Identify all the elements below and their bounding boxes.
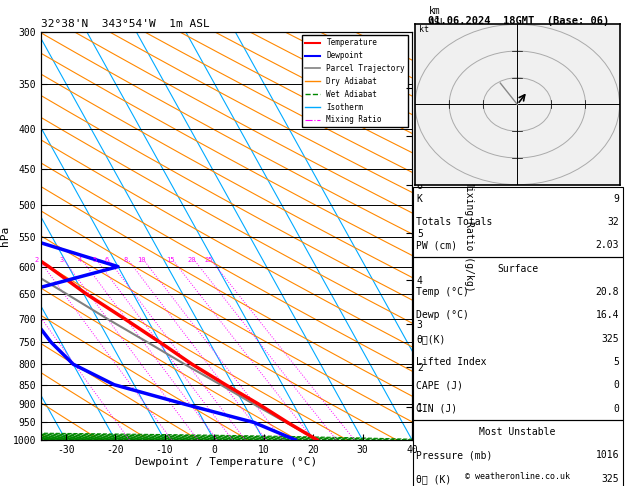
Text: 15: 15 bbox=[166, 257, 175, 263]
Text: PW (cm): PW (cm) bbox=[416, 241, 457, 250]
Text: θᴄ(K): θᴄ(K) bbox=[416, 334, 446, 344]
Text: 0: 0 bbox=[613, 404, 619, 414]
Text: Pressure (mb): Pressure (mb) bbox=[416, 451, 493, 460]
Text: 32: 32 bbox=[607, 217, 619, 227]
Text: 2.03: 2.03 bbox=[596, 241, 619, 250]
Text: K: K bbox=[416, 194, 422, 204]
Text: © weatheronline.co.uk: © weatheronline.co.uk bbox=[465, 472, 570, 481]
Text: 9: 9 bbox=[613, 194, 619, 204]
Text: Surface: Surface bbox=[497, 264, 538, 274]
Text: 0: 0 bbox=[613, 381, 619, 390]
X-axis label: Dewpoint / Temperature (°C): Dewpoint / Temperature (°C) bbox=[135, 457, 318, 468]
Text: CIN (J): CIN (J) bbox=[416, 404, 457, 414]
Text: 20: 20 bbox=[187, 257, 196, 263]
Text: km
ASL: km ASL bbox=[429, 6, 447, 28]
Text: Dewp (°C): Dewp (°C) bbox=[416, 311, 469, 320]
Text: 10: 10 bbox=[137, 257, 145, 263]
Y-axis label: Mixing Ratio (g/kg): Mixing Ratio (g/kg) bbox=[464, 180, 474, 292]
Text: 325: 325 bbox=[601, 334, 619, 344]
Text: 5: 5 bbox=[613, 357, 619, 367]
Text: 1016: 1016 bbox=[596, 451, 619, 460]
Text: LCL: LCL bbox=[414, 43, 429, 52]
Text: 3: 3 bbox=[60, 257, 64, 263]
Text: Lifted Index: Lifted Index bbox=[416, 357, 487, 367]
Text: 2: 2 bbox=[35, 257, 39, 263]
Text: Most Unstable: Most Unstable bbox=[479, 427, 556, 437]
Text: 25: 25 bbox=[204, 257, 213, 263]
Text: 6: 6 bbox=[104, 257, 108, 263]
Text: CAPE (J): CAPE (J) bbox=[416, 381, 464, 390]
Text: kt: kt bbox=[418, 25, 428, 35]
Text: 5: 5 bbox=[92, 257, 96, 263]
Legend: Temperature, Dewpoint, Parcel Trajectory, Dry Adiabat, Wet Adiabat, Isotherm, Mi: Temperature, Dewpoint, Parcel Trajectory… bbox=[302, 35, 408, 127]
Text: 32°38'N  343°54'W  1m ASL: 32°38'N 343°54'W 1m ASL bbox=[41, 19, 209, 30]
Y-axis label: hPa: hPa bbox=[0, 226, 9, 246]
Text: θᴄ (K): θᴄ (K) bbox=[416, 474, 452, 484]
Text: Totals Totals: Totals Totals bbox=[416, 217, 493, 227]
Text: 16.4: 16.4 bbox=[596, 311, 619, 320]
Text: 325: 325 bbox=[601, 474, 619, 484]
Text: 01.06.2024  18GMT  (Base: 06): 01.06.2024 18GMT (Base: 06) bbox=[428, 16, 610, 26]
Text: 8: 8 bbox=[124, 257, 128, 263]
Text: Temp (°C): Temp (°C) bbox=[416, 287, 469, 297]
Text: 20.8: 20.8 bbox=[596, 287, 619, 297]
Text: 4: 4 bbox=[77, 257, 82, 263]
